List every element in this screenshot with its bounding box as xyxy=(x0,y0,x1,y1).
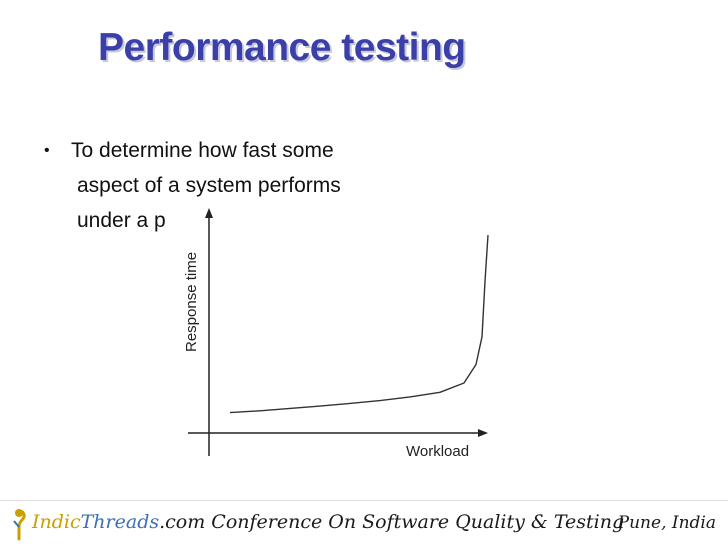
bullet-line-3: under a p xyxy=(77,209,166,232)
x-axis-arrow xyxy=(478,429,488,437)
slide-title: Performance testing xyxy=(98,26,466,69)
bullet-line-1: To determine how fast some xyxy=(71,139,334,162)
bullet-line-2: aspect of a system performs xyxy=(77,174,341,197)
footer-location: Pune, India xyxy=(617,513,716,533)
y-axis-label: Response time xyxy=(183,252,200,352)
series-line-0 xyxy=(229,235,489,414)
brand-conference: .com Conference On Software Quality & Te… xyxy=(159,511,625,533)
chart-background xyxy=(172,200,502,480)
indicthreads-logo-icon xyxy=(13,509,26,541)
brand-threads: Threads xyxy=(80,511,160,533)
x-axis-label: Workload xyxy=(406,443,469,460)
response-time-chart: Response time Workload xyxy=(172,200,502,480)
y-axis-arrow xyxy=(205,208,213,218)
footer-bar: IndicThreads.com Conference On Software … xyxy=(0,500,728,546)
bullet-icon: • xyxy=(44,142,50,159)
brand-indic: Indic xyxy=(32,511,81,533)
plot-area xyxy=(229,235,489,414)
footer-brand-text: IndicThreads.com Conference On Software … xyxy=(32,511,624,533)
